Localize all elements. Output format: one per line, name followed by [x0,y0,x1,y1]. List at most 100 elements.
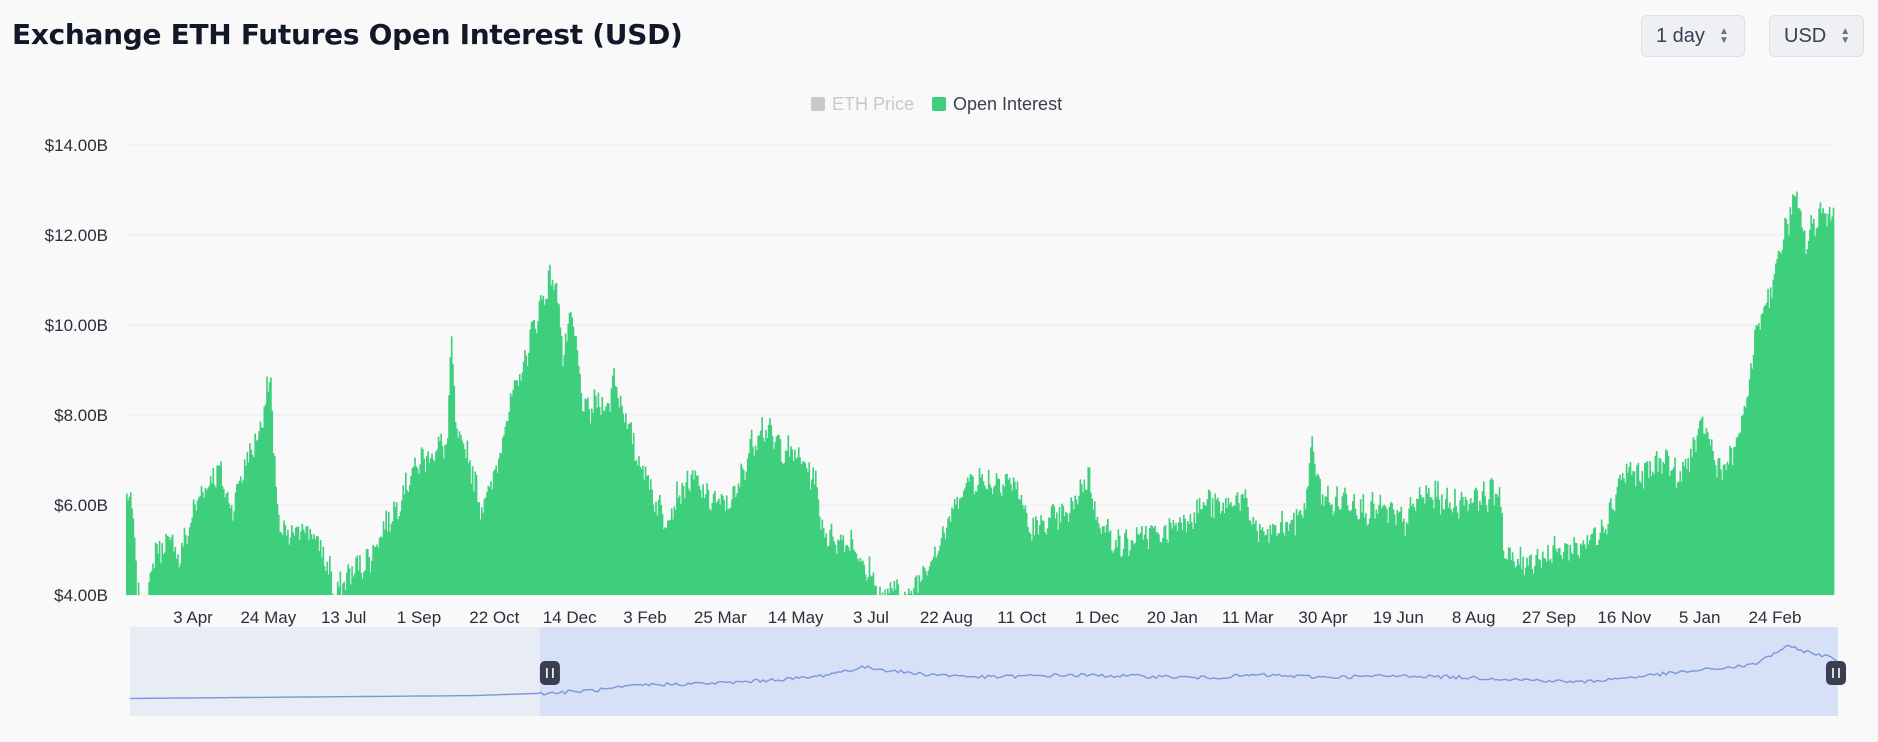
open-interest-bar[interactable] [1016,481,1019,595]
open-interest-bar[interactable] [1718,458,1721,595]
open-interest-bar[interactable] [1074,495,1076,595]
open-interest-bar[interactable] [689,491,691,595]
open-interest-bar[interactable] [1189,514,1192,595]
open-interest-bar[interactable] [1471,503,1473,595]
open-interest-bar[interactable] [1221,510,1223,595]
open-interest-bar[interactable] [460,434,462,595]
open-interest-bar[interactable] [1118,535,1121,595]
open-interest-bar[interactable] [1017,499,1020,595]
open-interest-bar[interactable] [1489,479,1492,595]
open-interest-bar[interactable] [1117,529,1120,595]
open-interest-bar[interactable] [148,582,150,595]
open-interest-bar[interactable] [875,585,877,595]
open-interest-bar[interactable] [1778,251,1781,596]
open-interest-bar[interactable] [991,494,994,595]
open-interest-bar[interactable] [1598,539,1600,595]
open-interest-bar[interactable] [1666,450,1668,595]
open-interest-bar[interactable] [1038,524,1041,595]
open-interest-bar[interactable] [1386,509,1388,595]
open-interest-bar[interactable] [1641,471,1644,595]
open-interest-bar[interactable] [1799,210,1802,596]
open-interest-bar[interactable] [1061,503,1063,595]
open-interest-bar[interactable] [1710,439,1713,595]
open-interest-bar[interactable] [1781,249,1784,595]
open-interest-bar[interactable] [225,493,228,595]
open-interest-bar[interactable] [170,537,173,595]
open-interest-bar[interactable] [1484,496,1486,595]
open-interest-bar[interactable] [1289,523,1291,595]
open-interest-bar[interactable] [1695,451,1697,595]
open-interest-bar[interactable] [1544,558,1547,595]
open-interest-bar[interactable] [1202,502,1205,595]
open-interest-bar[interactable] [268,382,271,595]
open-interest-bar[interactable] [1473,489,1476,595]
open-interest-bar[interactable] [1803,230,1806,595]
open-interest-bar[interactable] [804,463,807,595]
open-interest-bar[interactable] [879,586,881,595]
open-interest-bar[interactable] [1159,541,1162,595]
open-interest-bar[interactable] [234,492,237,595]
range-navigator[interactable] [129,627,1846,716]
open-interest-bar[interactable] [1097,523,1100,595]
open-interest-bar[interactable] [245,466,247,595]
open-interest-bar[interactable] [1530,554,1532,595]
open-interest-bar[interactable] [1654,455,1657,595]
open-interest-bar[interactable] [1733,447,1735,595]
open-interest-bar[interactable] [661,513,664,595]
open-interest-bar[interactable] [1421,498,1424,595]
open-interest-bar[interactable] [682,485,685,595]
open-interest-bar[interactable] [1125,529,1128,595]
open-interest-bar[interactable] [1286,521,1289,595]
open-interest-bar[interactable] [518,373,521,595]
open-interest-bar[interactable] [628,423,631,595]
pause-handle-icon[interactable] [539,661,560,685]
open-interest-bar[interactable] [1828,206,1831,595]
open-interest-bar[interactable] [538,301,541,595]
open-interest-bar[interactable] [511,396,513,595]
open-interest-bar[interactable] [186,544,188,595]
open-interest-bar[interactable] [1163,526,1166,595]
open-interest-bar[interactable] [744,480,746,595]
open-interest-bar[interactable] [1092,509,1095,595]
open-interest-bar[interactable] [1248,520,1251,595]
open-interest-bar[interactable] [1816,227,1819,596]
open-interest-bar[interactable] [577,366,580,595]
open-interest-bar[interactable] [795,458,797,595]
open-interest-bar[interactable] [842,535,845,595]
open-interest-bar[interactable] [808,462,811,595]
open-interest-bar[interactable] [1490,478,1493,595]
open-interest-bar[interactable] [1520,569,1523,595]
open-interest-bar[interactable] [249,443,251,595]
open-interest-bar[interactable] [217,465,220,595]
open-interest-bar[interactable] [1630,474,1633,595]
open-interest-bar[interactable] [1128,556,1130,595]
open-interest-bar[interactable] [1709,445,1712,595]
open-interest-bar[interactable] [889,582,892,595]
open-interest-bar[interactable] [406,490,408,595]
open-interest-bar[interactable] [731,499,733,595]
open-interest-bar[interactable] [1805,254,1807,596]
open-interest-bar[interactable] [703,498,706,595]
open-interest-bar[interactable] [666,520,669,595]
open-interest-bar[interactable] [1103,526,1105,595]
open-interest-bar[interactable] [980,477,982,595]
open-interest-bar[interactable] [1345,493,1348,595]
open-interest-bar[interactable] [704,494,707,595]
open-interest-bar[interactable] [668,520,670,595]
open-interest-bar[interactable] [1763,306,1765,595]
open-interest-bar[interactable] [800,463,803,595]
open-interest-bar[interactable] [758,435,761,595]
open-interest-bar[interactable] [653,512,656,595]
open-interest-bar[interactable] [1369,518,1371,595]
open-interest-bar[interactable] [884,589,887,595]
open-interest-bar[interactable] [500,453,503,595]
open-interest-bar[interactable] [837,539,839,595]
open-interest-bar[interactable] [507,421,509,595]
open-interest-bar[interactable] [539,295,542,595]
open-interest-bar[interactable] [1104,532,1107,595]
open-interest-bar[interactable] [598,406,601,595]
open-interest-bar[interactable] [1659,458,1662,595]
open-interest-bar[interactable] [1424,503,1426,595]
open-interest-bar[interactable] [1014,481,1016,595]
open-interest-bar[interactable] [462,443,465,595]
